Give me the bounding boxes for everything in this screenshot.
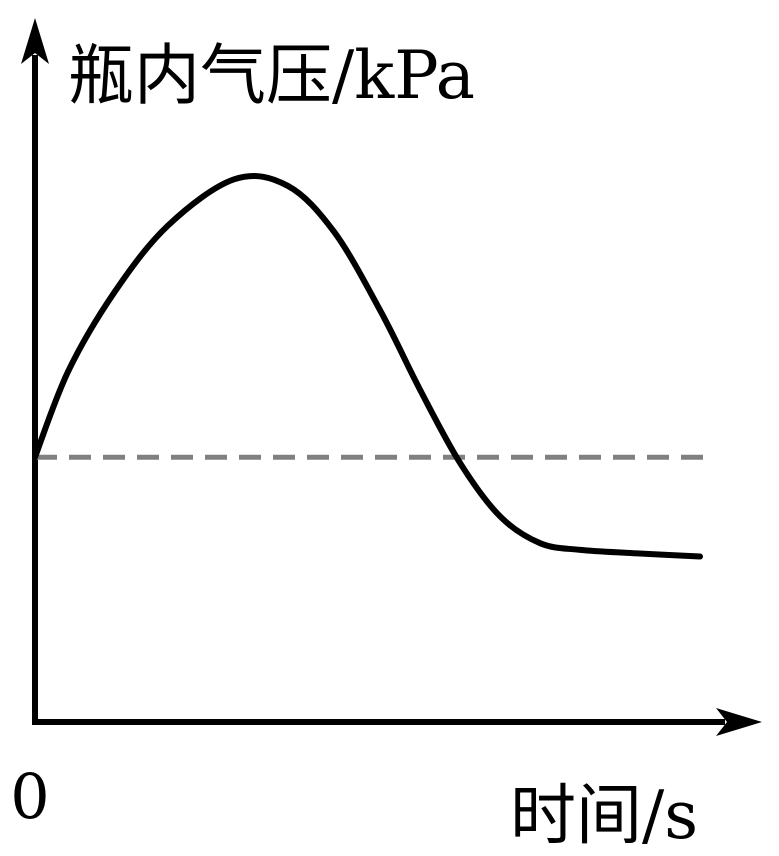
pressure-curve: [32, 173, 703, 560]
origin-label: 0: [10, 760, 49, 833]
y-axis-arrow: [21, 18, 49, 64]
x-axis-label: 时间/s: [510, 777, 698, 854]
y-axis-label: 瓶内气压/kPa: [68, 37, 475, 114]
x-axis-arrow: [716, 708, 762, 736]
